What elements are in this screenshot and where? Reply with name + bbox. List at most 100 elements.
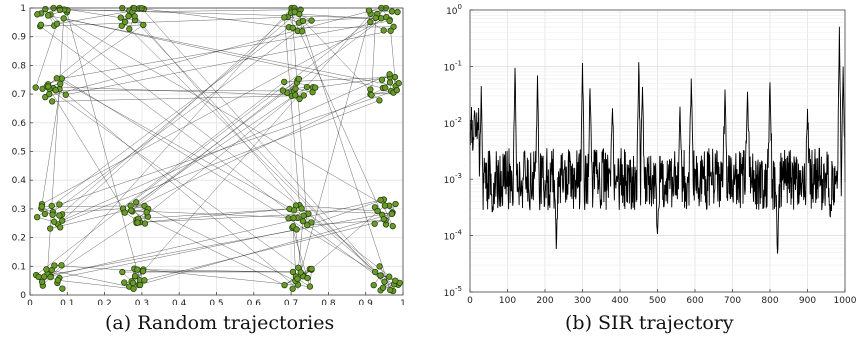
trajectory-points (32, 4, 403, 295)
data-point (121, 279, 128, 286)
data-point (133, 199, 140, 206)
data-point (121, 209, 128, 216)
data-point (377, 272, 384, 279)
data-point (128, 207, 135, 214)
data-point (379, 284, 387, 291)
trajectory-segment (35, 23, 58, 88)
trajectory-segment (292, 26, 394, 29)
trajectory-segment (40, 17, 285, 27)
data-point (134, 219, 141, 226)
x-tick-label: 200 (536, 296, 553, 305)
trajectory-segment (294, 11, 380, 101)
data-point (309, 89, 316, 96)
trajectory-segment (307, 219, 386, 226)
x-tick-label: 0.6 (247, 299, 262, 305)
trajectory-segment (56, 78, 304, 216)
data-point (56, 6, 64, 14)
x-tick-label: 0.8 (321, 299, 336, 305)
trajectory-segment (300, 13, 371, 273)
y-tick-label: 10-1 (444, 59, 462, 73)
data-point (378, 76, 386, 83)
data-point (130, 285, 137, 292)
trajectory-segment (57, 280, 134, 289)
trajectory-segment (131, 210, 298, 219)
trajectory-segment (144, 219, 386, 281)
trajectory-segment (137, 269, 293, 273)
x-tick-label: 0.7 (284, 299, 298, 305)
trajectory-segment (41, 212, 147, 283)
data-point (376, 97, 383, 104)
data-point (295, 75, 303, 83)
x-tick-label: 0.2 (97, 299, 111, 305)
trajectory-segment (45, 7, 382, 98)
x-tick-label: 900 (799, 296, 816, 305)
trajectory-segment (65, 30, 391, 95)
trajectory-segment (35, 81, 285, 276)
y-tick-label: 10-4 (444, 229, 463, 243)
trajectory-segment (46, 269, 130, 287)
trajectory-segment (284, 17, 300, 206)
data-point (126, 25, 133, 33)
trajectory-segment (303, 17, 376, 22)
trajectory-segment (121, 24, 144, 26)
data-point (281, 78, 288, 86)
data-point (34, 11, 41, 18)
caption-random-trajectories: (a) Random trajectories (105, 312, 335, 334)
data-point (53, 20, 61, 27)
y-tick-label: 0.8 (12, 61, 27, 71)
x-tick-label: 500 (649, 296, 666, 305)
data-point (48, 202, 55, 210)
y-tick-label: 0.3 (12, 205, 26, 215)
data-point (292, 85, 299, 92)
data-point (365, 7, 373, 14)
trajectory-segment (50, 199, 381, 277)
data-point (56, 212, 63, 219)
data-point (47, 273, 54, 281)
data-point (47, 225, 54, 232)
trajectory-segment (299, 13, 391, 291)
data-point (294, 275, 301, 282)
data-point (33, 213, 41, 221)
x-tick-label: 600 (686, 296, 703, 305)
trajectory-segment (122, 7, 387, 209)
data-point (121, 18, 129, 26)
trajectory-segment (51, 27, 290, 207)
data-point (51, 262, 58, 269)
data-point (62, 91, 69, 98)
x-tick-label: 300 (574, 296, 591, 305)
trajectory-segment (132, 9, 301, 13)
data-point (53, 75, 60, 82)
trajectory-segment (54, 265, 143, 272)
data-point (394, 8, 401, 16)
data-point (49, 211, 56, 218)
data-point (38, 278, 46, 286)
trajectory-segment (136, 202, 296, 282)
trajectory-segment (41, 16, 387, 205)
data-point (44, 12, 52, 19)
data-point (308, 17, 315, 24)
y-tick-label: 0.5 (12, 148, 26, 158)
data-point (386, 17, 393, 25)
y-tick-label: 0 (20, 291, 26, 301)
x-tick-label: 0 (27, 299, 33, 305)
data-point (57, 80, 64, 88)
trajectory-segment (52, 95, 292, 102)
trajectory-segment (66, 12, 141, 281)
trajectory-segment (124, 87, 386, 213)
data-point (386, 273, 393, 280)
data-point (381, 202, 389, 209)
data-point (281, 281, 288, 289)
trajectory-segment (290, 12, 383, 215)
trajectory-segment (136, 208, 290, 224)
data-point (296, 95, 303, 103)
trajectory-segment (59, 9, 130, 11)
data-point (134, 266, 141, 273)
data-point (389, 223, 396, 230)
data-point (54, 277, 62, 284)
data-point (312, 84, 319, 91)
data-point (32, 84, 39, 91)
trajectory-segment (136, 86, 308, 203)
data-point (38, 203, 45, 210)
trajectory-segment (292, 227, 308, 279)
data-point (289, 24, 296, 32)
